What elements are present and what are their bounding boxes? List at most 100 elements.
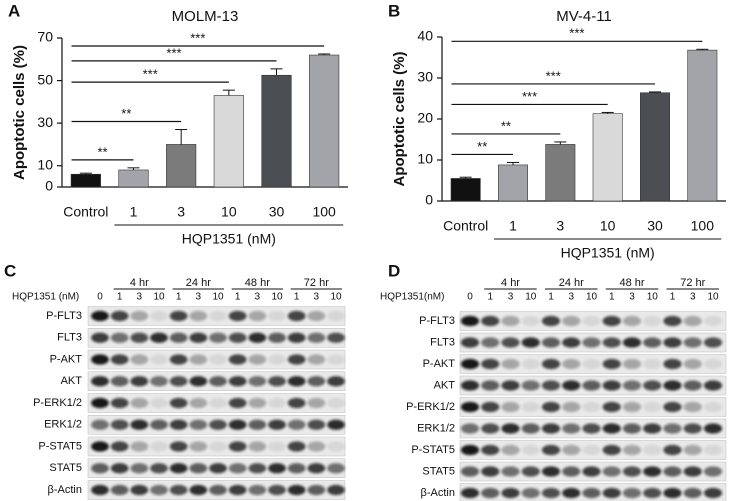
x-tick-label: 3 — [177, 204, 185, 220]
blot-band — [501, 401, 520, 413]
bar — [545, 144, 576, 202]
blot-band — [582, 444, 601, 456]
blot-band — [130, 484, 149, 496]
blot-band — [521, 487, 540, 499]
blot-band — [683, 423, 702, 434]
blot-band — [209, 419, 227, 430]
blot-band — [169, 397, 188, 409]
blot-band — [130, 354, 149, 365]
blot-band — [209, 397, 227, 409]
bar — [166, 144, 197, 188]
blot-band — [327, 332, 345, 343]
blot-band — [460, 487, 480, 499]
blot-band — [622, 337, 642, 348]
blot-band — [248, 354, 267, 365]
blot-band — [130, 397, 149, 409]
blot-band — [189, 484, 208, 496]
blot-band — [268, 441, 286, 452]
blot-band — [562, 337, 581, 348]
blot-band — [460, 337, 480, 348]
blot-band — [683, 337, 702, 348]
dose-label: 10 — [707, 292, 719, 303]
blot-band — [307, 463, 326, 474]
blot-band — [189, 354, 208, 365]
blot-band — [481, 423, 500, 434]
blot-band — [582, 380, 601, 391]
blot-band — [228, 376, 247, 387]
blot-strip — [87, 306, 346, 326]
blot-band — [643, 423, 662, 434]
blot-band — [169, 332, 188, 343]
blot-band — [189, 376, 208, 387]
blot-strip — [87, 371, 346, 391]
blot-band — [248, 441, 267, 452]
blot-band — [521, 401, 540, 413]
blot-band — [91, 484, 109, 496]
blot-band — [643, 315, 662, 327]
bar — [70, 173, 101, 188]
blot-band — [703, 380, 723, 391]
blot-band — [622, 466, 642, 477]
blot-band — [209, 376, 227, 387]
timepoint-label: 4 hr — [501, 277, 520, 289]
timepoint-label: 24 hr — [186, 277, 211, 289]
y-tick-label: 0 — [45, 178, 53, 194]
blot-band — [703, 487, 723, 499]
blot-band — [481, 466, 500, 477]
blot-band — [683, 466, 702, 477]
blot-band — [622, 401, 642, 413]
significance-label: *** — [522, 89, 537, 104]
panel-label: D — [388, 261, 400, 280]
blot-band — [703, 315, 723, 327]
protein-label: P-STAT5 — [411, 444, 455, 456]
blot-band — [481, 401, 500, 413]
blot-band — [683, 358, 702, 370]
blot-band — [91, 376, 109, 387]
error-bar — [318, 53, 331, 56]
dose-label: 1 — [670, 292, 676, 303]
protein-label: P-ERK1/2 — [33, 397, 82, 409]
blot-band — [541, 380, 561, 391]
blot-band — [602, 401, 621, 413]
blot-band — [327, 419, 345, 430]
panel-label: B — [388, 1, 400, 20]
y-tick-label: 70 — [37, 29, 53, 45]
blot-band — [703, 423, 723, 434]
dose-label: 1 — [294, 292, 300, 303]
blot-band — [209, 310, 227, 322]
blot-band — [481, 315, 500, 327]
blot-band — [327, 310, 345, 322]
y-tick-label: 30 — [37, 114, 53, 130]
protein-label: ERK1/2 — [44, 419, 82, 431]
blot-band — [481, 337, 500, 348]
blot-band — [268, 354, 286, 365]
blot-band — [287, 419, 306, 430]
blot-band — [189, 397, 208, 409]
x-tick-label: 100 — [691, 218, 715, 234]
blot-band — [248, 397, 267, 409]
blot-band — [683, 401, 702, 413]
x-tick-label: 100 — [312, 204, 336, 220]
blot-band — [248, 463, 267, 474]
blot-band — [643, 337, 662, 348]
dose-label: 3 — [508, 292, 514, 303]
blot-band — [189, 310, 208, 322]
blot-band — [307, 419, 326, 430]
blot-band — [562, 358, 581, 370]
blot-band — [110, 484, 129, 496]
blot-band — [582, 337, 601, 348]
blot-band — [169, 441, 188, 452]
blot-band — [521, 358, 540, 370]
error-bar — [270, 68, 283, 76]
blot-band — [663, 315, 682, 327]
blot-band — [460, 358, 480, 370]
treatment-label: HQP1351(nM) — [380, 292, 444, 303]
blot-band — [110, 397, 129, 409]
dose-label: 1 — [487, 292, 493, 303]
y-tick-label: 30 — [417, 69, 433, 85]
blot-band — [287, 397, 306, 409]
dose-label: 3 — [690, 292, 696, 303]
blot-band — [521, 315, 540, 327]
blot-band — [248, 332, 267, 343]
blot-strip — [459, 483, 727, 501]
